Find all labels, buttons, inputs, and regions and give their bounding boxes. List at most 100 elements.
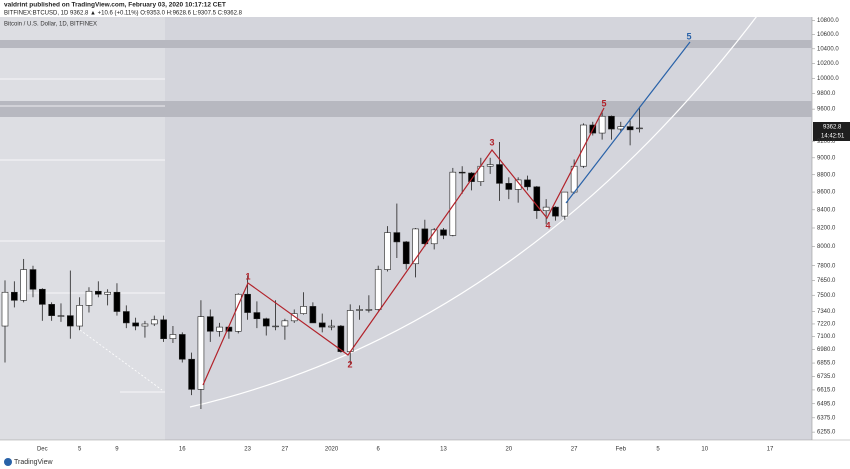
- candle-body: [141, 323, 149, 327]
- y-tick-label: 7340.0: [817, 309, 836, 315]
- author-line: valdrint published on TradingView.com, F…: [4, 2, 226, 9]
- candle-body: [57, 315, 65, 317]
- candle-body: [561, 191, 569, 217]
- candle-body: [318, 322, 326, 328]
- x-tick-label: 13: [440, 447, 447, 453]
- candle-body: [76, 305, 83, 327]
- x-tick-label: 27: [571, 447, 578, 453]
- candle-body: [85, 290, 93, 306]
- x-tick-label: 20: [505, 447, 512, 453]
- candle-body: [356, 309, 363, 311]
- candle-body: [346, 310, 354, 352]
- wave-count-line: [202, 107, 605, 386]
- y-tick-label: 7800.0: [817, 263, 836, 269]
- candle-body: [169, 334, 177, 340]
- candle-body: [150, 319, 158, 325]
- y-tick-label: 10600.0: [817, 32, 839, 38]
- x-tick-label: 27: [282, 447, 289, 453]
- candle-body: [505, 183, 513, 190]
- candle-body: [281, 320, 289, 327]
- logo-text: TradingView: [14, 459, 53, 466]
- candle-body: [552, 206, 559, 217]
- y-tick-label: 8800.0: [817, 172, 836, 178]
- candle-body: [608, 115, 615, 130]
- resistance-zone: [0, 40, 812, 48]
- x-tick-label: Feb: [616, 447, 627, 453]
- candle-body: [178, 334, 186, 360]
- candle-body: [449, 171, 457, 236]
- candle-body: [188, 358, 195, 390]
- price-box: [813, 122, 850, 141]
- support-curve: [189, 11, 761, 408]
- candle-body: [39, 288, 46, 305]
- candle-body: [253, 312, 261, 320]
- candle-body: [300, 306, 307, 314]
- x-tick-label: 2020: [325, 447, 339, 453]
- y-tick-label: 6735.0: [817, 374, 836, 380]
- candle-body: [598, 115, 606, 134]
- candle-body: [309, 306, 317, 324]
- candle-body: [421, 228, 429, 245]
- logo: TradingView: [4, 458, 53, 466]
- candle-body: [290, 313, 298, 322]
- y-tick-label: 9200.0: [817, 139, 836, 145]
- x-tick-label: Dec: [37, 447, 48, 453]
- y-tick-label: 9000.0: [817, 155, 836, 161]
- candle-body: [262, 318, 270, 327]
- candle-body: [104, 291, 111, 295]
- candle-body: [365, 309, 373, 311]
- wave-label: 5: [686, 31, 691, 41]
- candle-body: [29, 269, 37, 290]
- candle-body: [374, 269, 382, 310]
- countdown: 14:42:51: [821, 134, 845, 140]
- dotted-line: [79, 329, 163, 391]
- candle-body: [216, 326, 223, 332]
- x-tick-label: 23: [244, 447, 251, 453]
- candle-body: [337, 325, 345, 352]
- candle-body: [244, 293, 251, 313]
- candle-body: [20, 269, 27, 301]
- candle-body: [48, 304, 55, 316]
- wave-label: 5: [601, 98, 606, 108]
- candle-body: [524, 179, 531, 188]
- y-tick-label: 8000.0: [817, 244, 836, 250]
- y-tick-label: 9800.0: [817, 91, 836, 97]
- x-tick-label: 10: [701, 447, 708, 453]
- candle-body: [113, 291, 121, 312]
- candle-body: [496, 164, 503, 184]
- candles: [1, 106, 643, 409]
- y-tick-label: 6495.0: [817, 401, 836, 407]
- wave-label: 2: [347, 359, 352, 369]
- y-tick-label: 10000.0: [817, 76, 839, 82]
- logo-icon: [4, 458, 12, 466]
- y-tick-label: 7100.0: [817, 334, 836, 340]
- y-tick-label: 6255.0: [817, 430, 836, 436]
- chart-title: Bitcoin / U.S. Dollar, 1D, BITFINEX: [4, 22, 97, 28]
- candle-body: [580, 124, 587, 167]
- x-tick-label: 9: [115, 447, 119, 453]
- y-tick-label: 7220.0: [817, 322, 836, 328]
- candle-body: [160, 319, 167, 340]
- candle-body: [402, 241, 410, 265]
- candle-body: [440, 229, 447, 236]
- candle-body: [393, 232, 401, 243]
- symbol-line: BITFINEX:BTCUSD, 1D 9362.8 ▲ +10.6 (+0.1…: [4, 11, 243, 17]
- projection-line: [565, 41, 691, 204]
- candle-body: [11, 291, 18, 301]
- candle-body: [486, 164, 494, 167]
- y-tick-label: 10200.0: [817, 61, 839, 67]
- wave-label: 4: [545, 220, 550, 230]
- y-tick-label: 6980.0: [817, 347, 836, 353]
- y-tick-label: 6855.0: [817, 361, 836, 367]
- last-price: 9362.8: [823, 125, 842, 131]
- x-tick-label: 16: [179, 447, 186, 453]
- y-tick-label: 7500.0: [817, 293, 836, 299]
- candle-body: [468, 172, 475, 182]
- candle-body: [95, 290, 102, 295]
- x-tick-label: 5: [78, 447, 82, 453]
- candle-body: [67, 315, 74, 327]
- candle-body: [514, 179, 522, 190]
- candle-body: [1, 291, 9, 327]
- candle-body: [122, 311, 130, 324]
